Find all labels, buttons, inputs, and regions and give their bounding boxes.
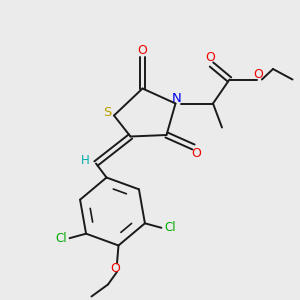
Text: Cl: Cl [56,232,67,245]
Text: S: S [103,106,112,119]
Text: H: H [81,154,90,167]
Text: O: O [111,262,120,275]
Text: Cl: Cl [164,221,176,234]
Text: N: N [172,92,182,106]
Text: O: O [253,68,263,81]
Text: O: O [138,44,147,57]
Text: O: O [192,147,201,160]
Text: O: O [205,51,215,64]
